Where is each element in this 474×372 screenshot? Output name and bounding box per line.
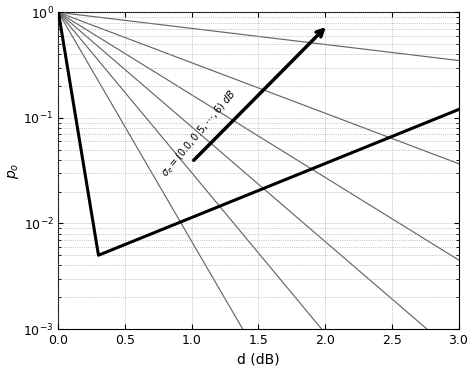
Text: $\sigma_e = (0.0, 0.5, \cdots, 6)$ dB: $\sigma_e = (0.0, 0.5, \cdots, 6)$ dB xyxy=(158,87,239,180)
X-axis label: d (dB): d (dB) xyxy=(237,352,280,366)
Y-axis label: $p_o$: $p_o$ xyxy=(6,163,20,179)
